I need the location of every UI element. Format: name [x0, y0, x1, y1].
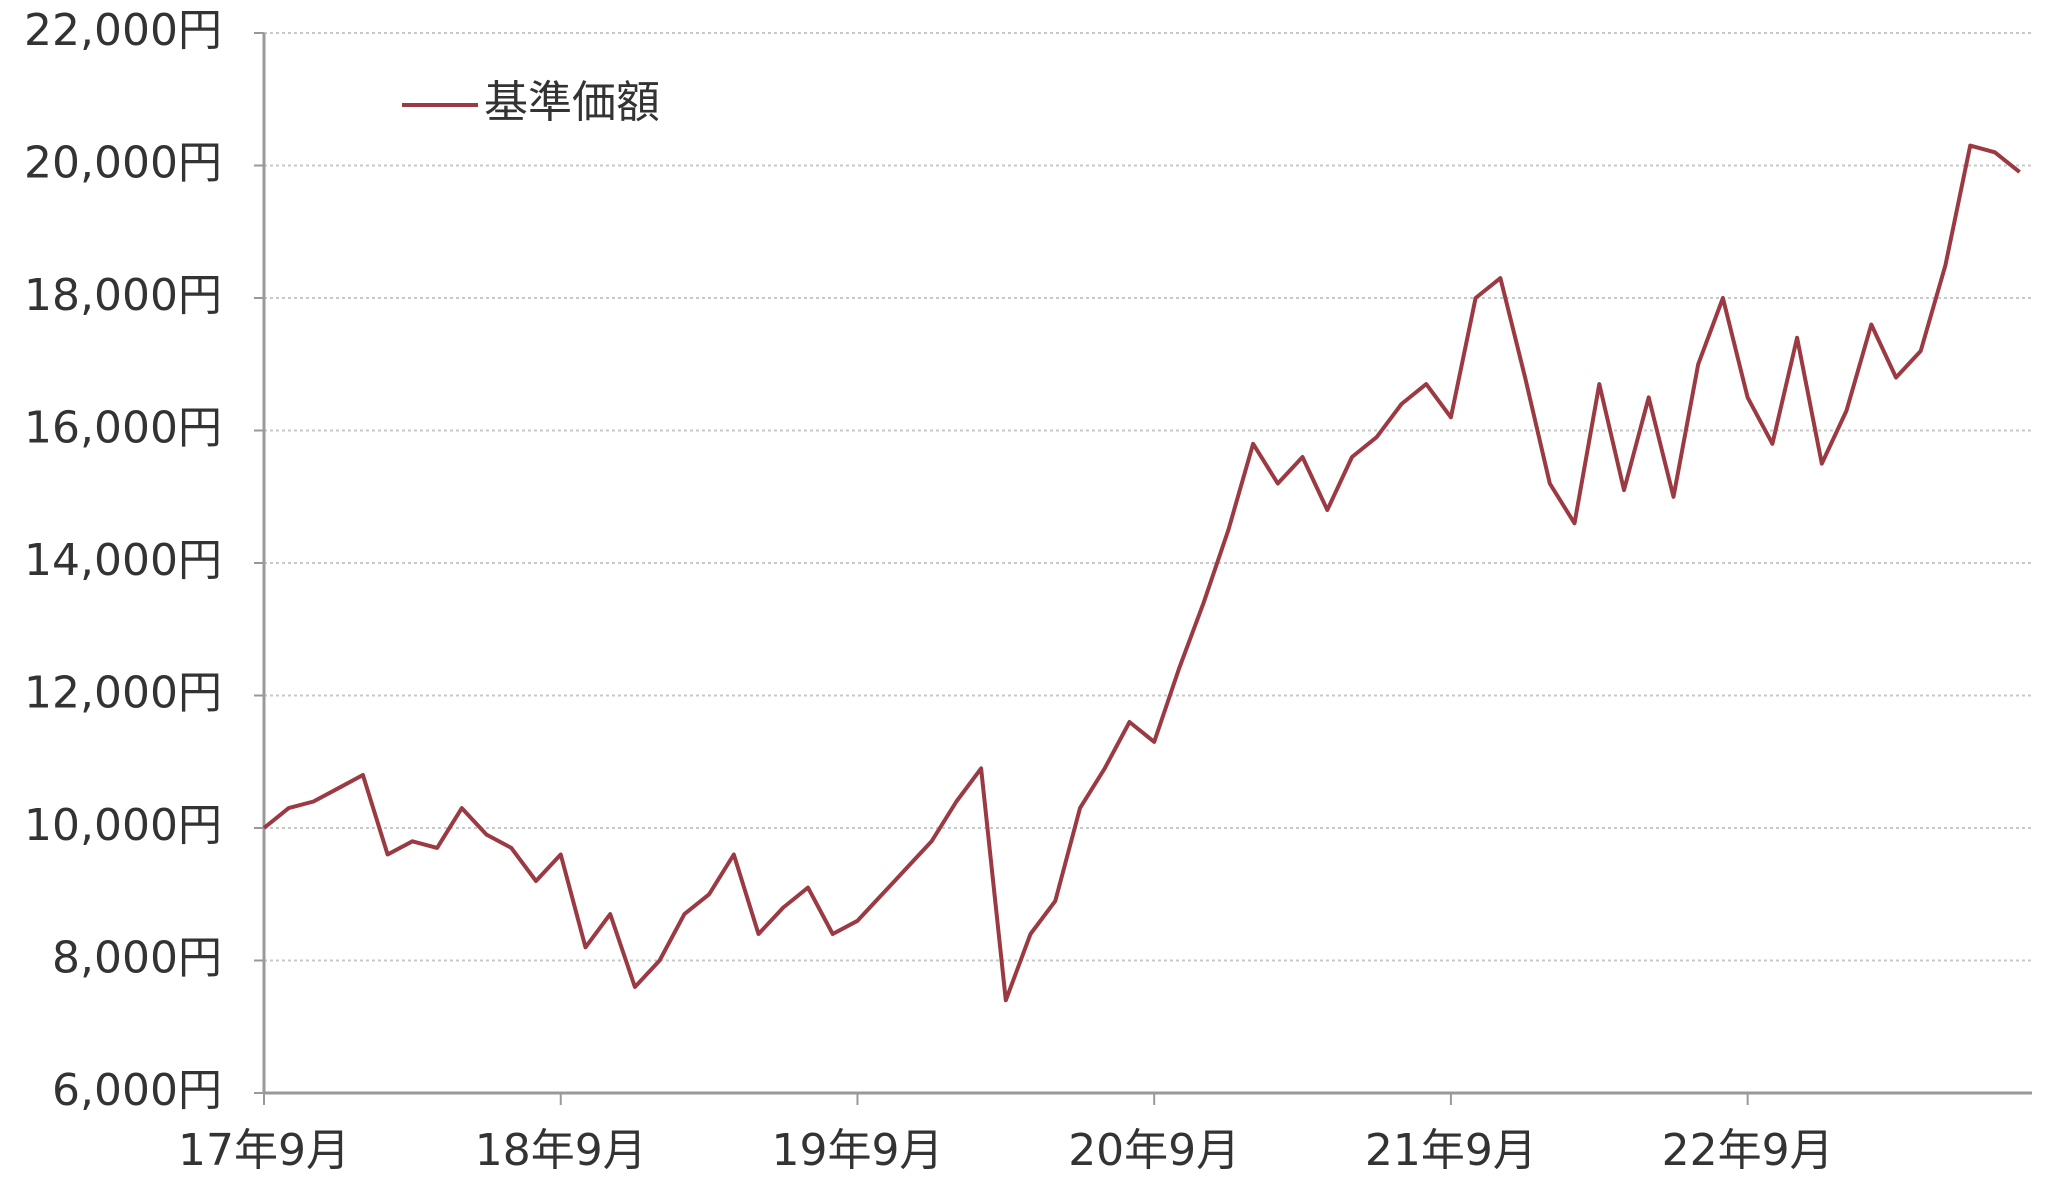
y-tick-label: 22,000円 — [24, 5, 222, 56]
y-tick-label: 18,000円 — [24, 270, 222, 321]
x-tick-label: 19年9月 — [771, 1125, 943, 1176]
x-tick-label: 17年9月 — [178, 1125, 350, 1176]
y-tick-label: 8,000円 — [52, 933, 222, 984]
x-tick-label: 21年9月 — [1365, 1125, 1537, 1176]
y-tick-label: 10,000円 — [24, 800, 222, 851]
y-tick-label: 20,000円 — [24, 138, 222, 189]
data-line — [262, 143, 2021, 1003]
y-tick-label: 14,000円 — [24, 535, 222, 586]
y-tick-label: 12,000円 — [24, 668, 222, 719]
x-tick-label: 18年9月 — [475, 1125, 647, 1176]
legend-label: 基準価額 — [484, 77, 660, 128]
y-tick-label: 6,000円 — [52, 1065, 222, 1116]
x-tick-label: 22年9月 — [1662, 1125, 1834, 1176]
x-tick-label: 20年9月 — [1068, 1125, 1240, 1176]
y-tick-label: 16,000円 — [24, 403, 222, 454]
